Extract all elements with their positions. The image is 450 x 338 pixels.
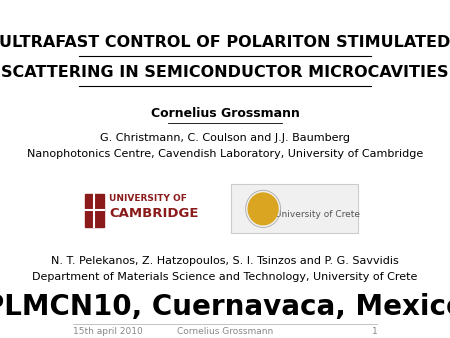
- Text: 1: 1: [372, 327, 378, 336]
- Circle shape: [248, 193, 278, 225]
- Text: ULTRAFAST CONTROL OF POLARITON STIMULATED: ULTRAFAST CONTROL OF POLARITON STIMULATE…: [0, 35, 450, 50]
- Text: Cornelius Grossmann: Cornelius Grossmann: [151, 107, 299, 120]
- Text: UNIVERSITY OF: UNIVERSITY OF: [109, 194, 187, 203]
- Text: Nanophotonics Centre, Cavendish Laboratory, University of Cambridge: Nanophotonics Centre, Cavendish Laborato…: [27, 149, 423, 160]
- FancyBboxPatch shape: [231, 184, 358, 233]
- Text: Cornelius Grossmann: Cornelius Grossmann: [177, 327, 273, 336]
- Text: CAMBRIDGE: CAMBRIDGE: [109, 208, 198, 220]
- Text: G. Christmann, C. Coulson and J.J. Baumberg: G. Christmann, C. Coulson and J.J. Baumb…: [100, 133, 350, 143]
- FancyBboxPatch shape: [85, 194, 104, 227]
- Text: Department of Materials Science and Technology, University of Crete: Department of Materials Science and Tech…: [32, 272, 418, 282]
- Text: University of Crete: University of Crete: [274, 210, 360, 219]
- Text: PLMCN10, Cuernavaca, Mexico: PLMCN10, Cuernavaca, Mexico: [0, 293, 450, 320]
- Text: 15th april 2010: 15th april 2010: [72, 327, 142, 336]
- Text: N. T. Pelekanos, Z. Hatzopoulos, S. I. Tsinzos and P. G. Savvidis: N. T. Pelekanos, Z. Hatzopoulos, S. I. T…: [51, 256, 399, 266]
- Text: SCATTERING IN SEMICONDUCTOR MICROCAVITIES: SCATTERING IN SEMICONDUCTOR MICROCAVITIE…: [1, 65, 449, 80]
